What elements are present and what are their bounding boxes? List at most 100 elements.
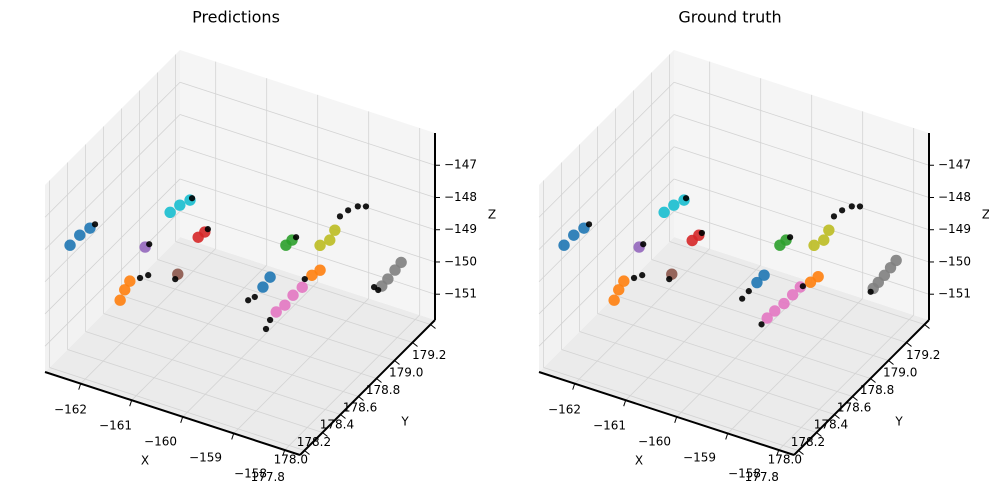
point: [262, 325, 270, 333]
point: [370, 284, 378, 291]
point: [830, 213, 838, 220]
point: [804, 276, 817, 288]
grid-line: [44, 81, 181, 218]
point: [245, 297, 252, 304]
point: [124, 275, 136, 287]
point: [818, 234, 830, 246]
point: [758, 321, 765, 328]
grid-line: [538, 114, 675, 250]
y-axis: [299, 319, 436, 456]
tick-mark: [924, 324, 930, 329]
tick-mark: [282, 449, 286, 457]
point: [172, 276, 179, 283]
x-tick-label: −159: [189, 451, 222, 465]
chart-title: Ground truth: [678, 8, 781, 27]
point: [292, 234, 300, 241]
tick-mark: [623, 400, 627, 407]
grid-line: [103, 313, 359, 397]
tick-mark: [725, 433, 729, 440]
point: [640, 241, 647, 248]
point: [884, 261, 897, 274]
point: [608, 294, 620, 306]
tick-mark: [340, 414, 346, 419]
x-axis: [538, 371, 795, 456]
z-tick-label: −147: [444, 158, 477, 172]
grid-line: [179, 146, 436, 231]
point: [786, 289, 799, 301]
z-tick-label: −151: [938, 287, 971, 301]
grid-line: [673, 81, 930, 166]
point: [639, 272, 646, 279]
grid-line: [49, 367, 305, 451]
point: [867, 288, 874, 295]
y-tick-label: 179.0: [883, 365, 917, 379]
point: [630, 274, 638, 282]
point: [119, 284, 131, 296]
tick-mark: [304, 450, 310, 455]
point: [856, 203, 864, 210]
point: [739, 295, 746, 302]
grid-line: [44, 210, 181, 347]
x-tick-label: −158: [234, 467, 267, 481]
point: [287, 289, 299, 301]
grid-line: [579, 331, 835, 415]
z-tick-label: −150: [938, 254, 971, 268]
y-axis-label: Y: [894, 415, 903, 429]
floor-pane: [45, 237, 435, 455]
grid-line: [179, 114, 436, 198]
x-axis-label: X: [635, 454, 643, 468]
x-tick-label: −159: [683, 451, 716, 465]
grid-line: [538, 146, 675, 283]
y-tick-label: 179.2: [412, 348, 446, 362]
z-tick-label: −149: [444, 222, 477, 236]
point: [395, 256, 407, 269]
grid-line: [139, 277, 395, 361]
point: [786, 234, 794, 241]
point: [682, 195, 690, 202]
tick-mark: [834, 414, 840, 419]
point: [568, 229, 580, 241]
point: [658, 206, 670, 219]
left-pane: [539, 50, 674, 372]
point: [296, 281, 308, 293]
z-axis-label: Z: [982, 208, 989, 222]
y-tick-label: 179.2: [906, 348, 940, 362]
point: [666, 276, 673, 283]
z-tick-label: −148: [444, 190, 477, 204]
grid-line: [121, 295, 377, 379]
point: [188, 195, 196, 202]
z-tick-label: −151: [444, 287, 477, 301]
y-axis-label: Y: [400, 415, 409, 429]
point: [823, 224, 835, 236]
grid-line: [673, 146, 930, 231]
tick-mark: [572, 383, 576, 390]
grid-line: [673, 178, 930, 263]
tick-mark: [231, 433, 235, 440]
point: [558, 239, 570, 251]
point: [761, 312, 773, 324]
grid-line: [615, 295, 871, 379]
point: [778, 297, 790, 310]
z-tick-label: −149: [938, 222, 971, 236]
x-tick-label: −160: [638, 435, 671, 449]
grid-line: [538, 210, 675, 347]
point: [279, 299, 291, 311]
x-axis-label: X: [141, 454, 149, 468]
left-pane: [45, 50, 180, 372]
tick-mark: [412, 342, 418, 347]
back-pane: [180, 50, 435, 320]
point: [264, 271, 276, 283]
point: [329, 224, 341, 236]
y-axis: [793, 319, 930, 456]
point: [301, 275, 308, 283]
tick-mark: [816, 432, 822, 437]
z-tick-label: −148: [938, 190, 971, 204]
tick-mark: [129, 400, 133, 407]
grid-line: [44, 178, 181, 315]
point: [769, 305, 781, 317]
point: [146, 241, 153, 248]
z-tick-label: −150: [444, 254, 477, 268]
point: [336, 213, 344, 220]
tick-mark: [78, 383, 82, 390]
